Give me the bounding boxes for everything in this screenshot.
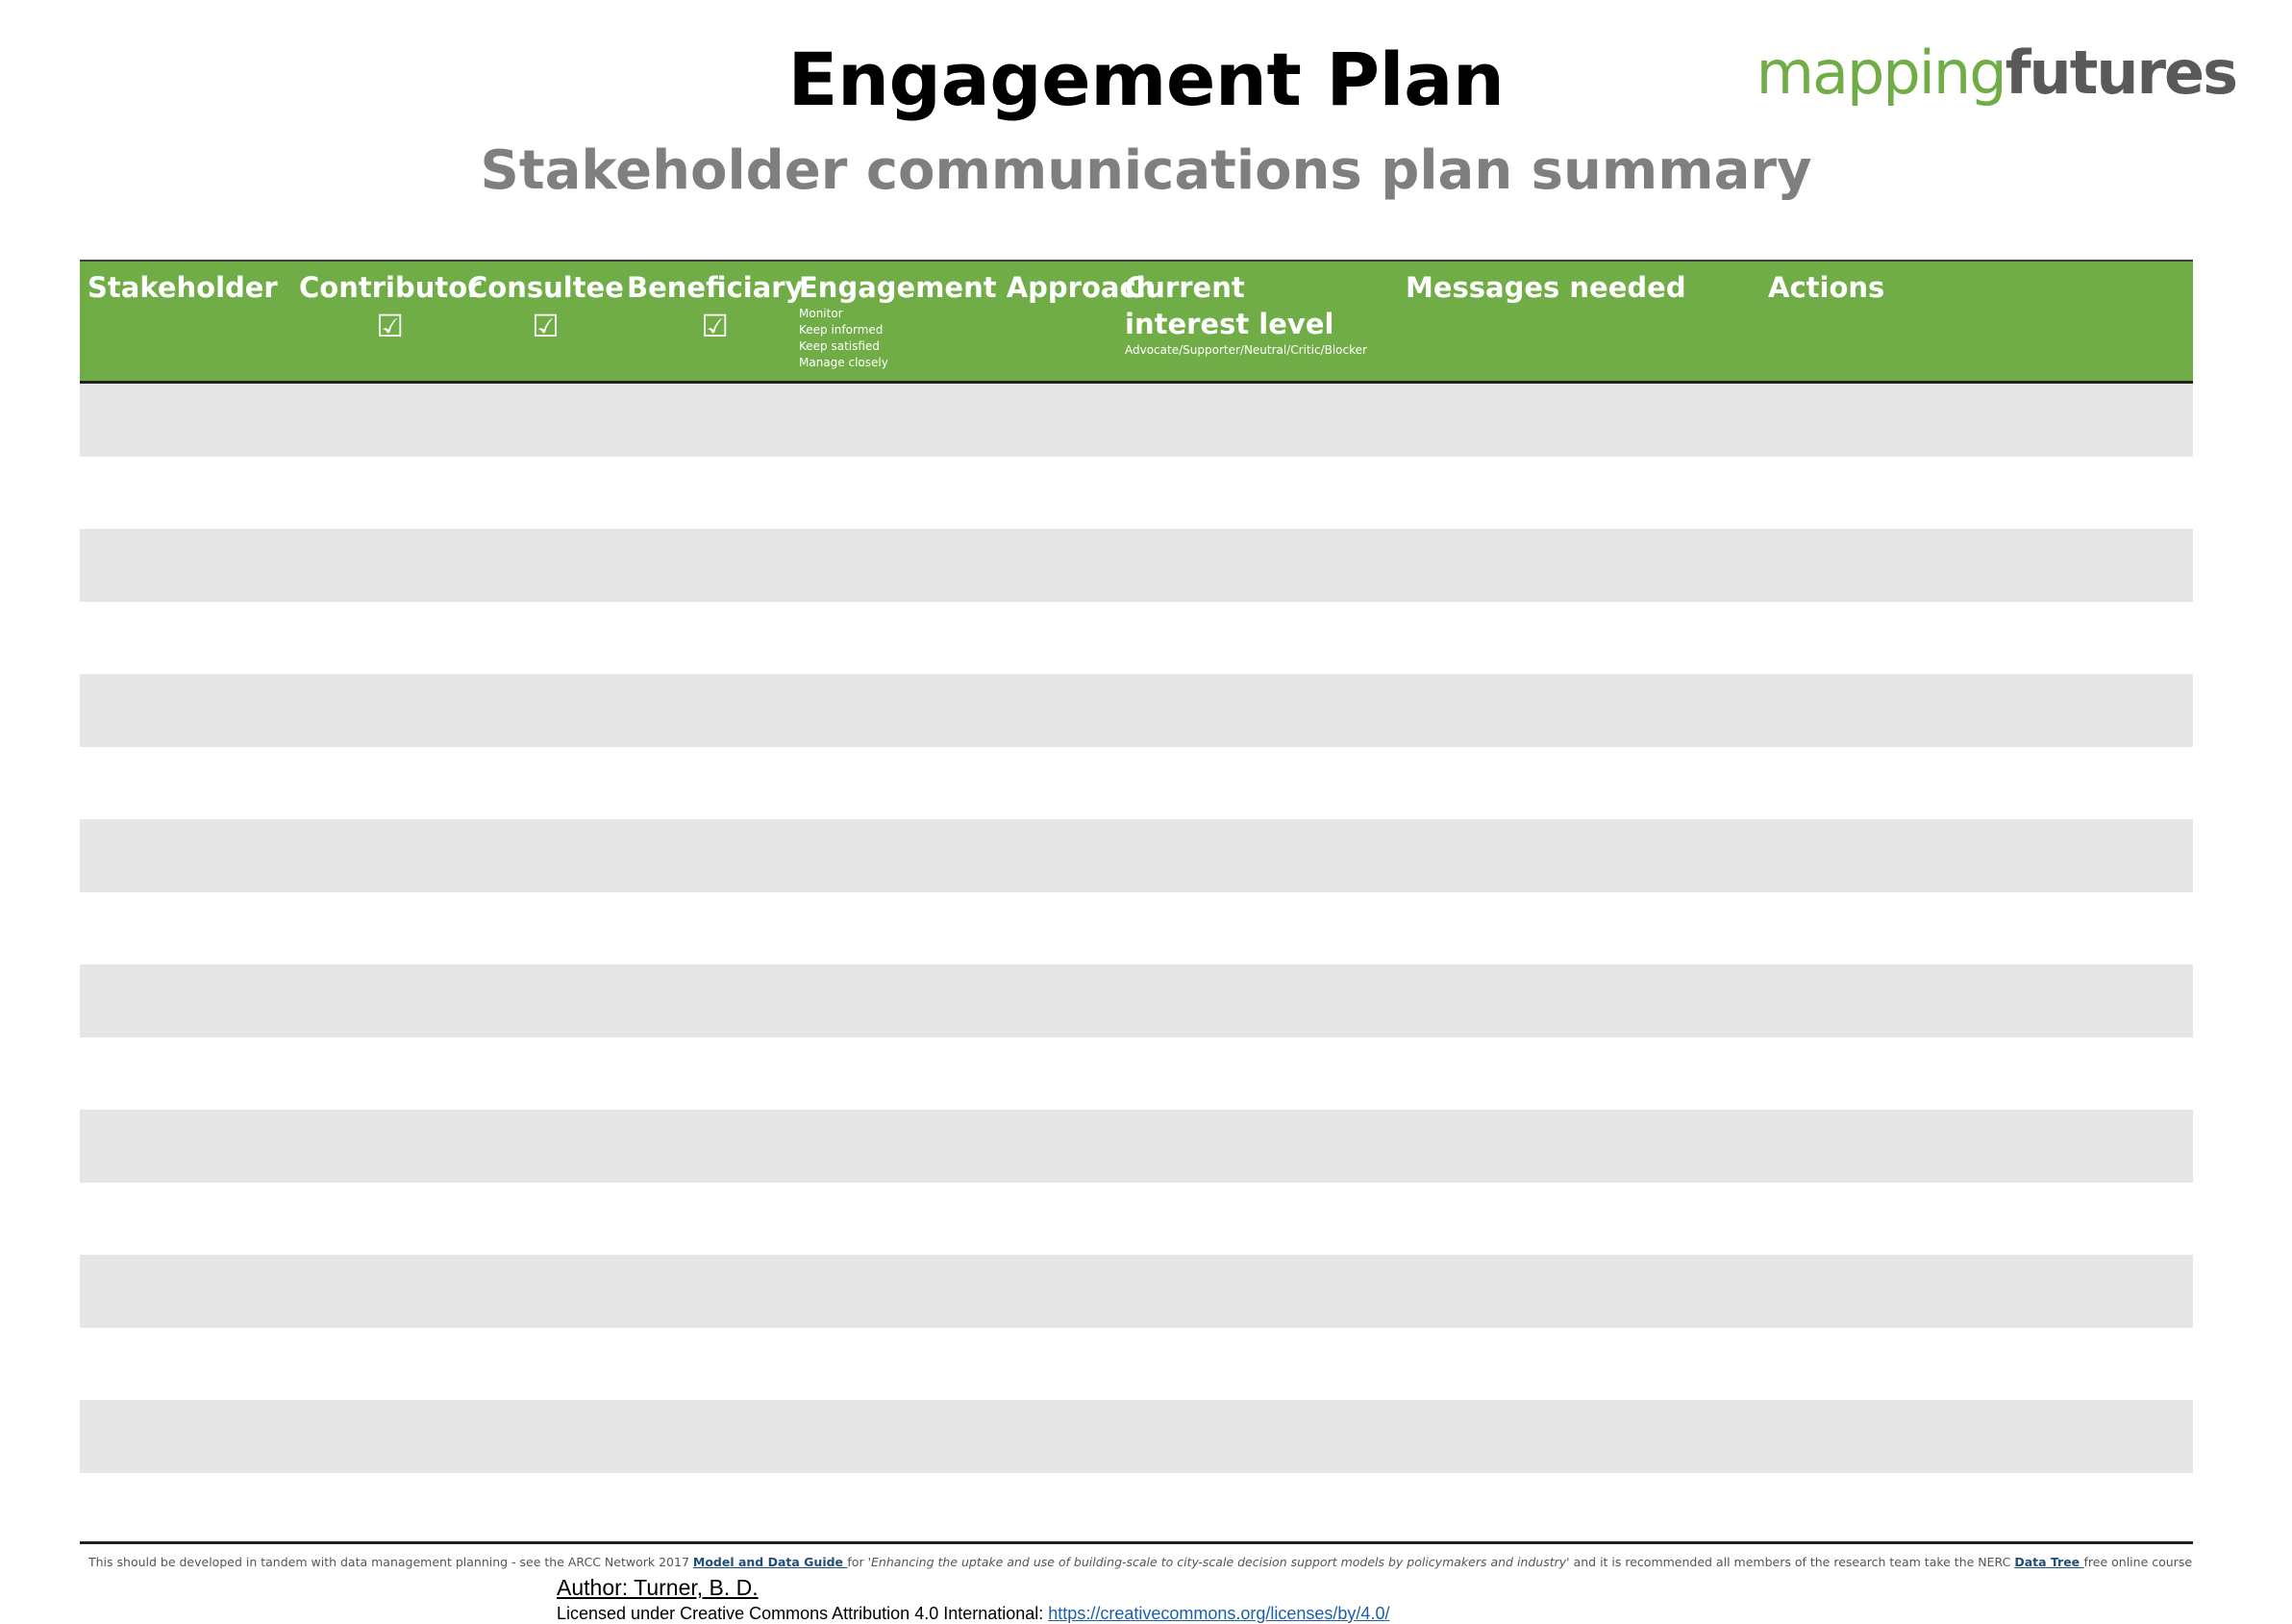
logo-text-mapping: mapping <box>1756 37 2007 108</box>
table-body <box>80 384 2193 1473</box>
data-tree-link[interactable]: Data Tree <box>2014 1555 2084 1569</box>
col-contributor-label: Contributor <box>299 271 482 304</box>
table-row[interactable] <box>80 1110 2193 1183</box>
table-row[interactable] <box>80 746 2193 819</box>
footnote-text: free online course <box>2083 1555 2193 1569</box>
table-row[interactable] <box>80 674 2193 747</box>
col-consultee: Consultee ☑ <box>467 269 624 342</box>
approach-option: Monitor <box>799 307 843 320</box>
col-consultee-label: Consultee <box>467 271 624 304</box>
col-engagement-approach-label: Engagement Approach <box>799 271 1157 304</box>
table-row[interactable] <box>80 891 2193 964</box>
mappingfutures-logo: mappingfutures <box>1756 37 2238 108</box>
col-current-interest-level-label: Current interest level <box>1125 271 1334 340</box>
interest-level-options: Advocate/Supporter/Neutral/Critic/Blocke… <box>1125 343 1367 357</box>
license-text: Licensed under Creative Commons Attribut… <box>557 1604 1049 1623</box>
col-contributor: Contributor ☑ <box>299 269 481 342</box>
footer-divider <box>80 1541 2193 1544</box>
col-messages-needed: Messages needed <box>1406 269 1686 306</box>
model-data-guide-link[interactable]: Model and Data Guide <box>692 1555 848 1569</box>
table-row[interactable] <box>80 1182 2193 1255</box>
table-row[interactable] <box>80 964 2193 1037</box>
table-header: Stakeholder Contributor ☑ Consultee ☑ Be… <box>80 260 2193 384</box>
col-beneficiary: Beneficiary ☑ <box>627 269 804 342</box>
license-line: Licensed under Creative Commons Attribut… <box>557 1604 1389 1624</box>
license-link[interactable]: https://creativecommons.org/licenses/by/… <box>1048 1604 1390 1623</box>
approach-option: Keep satisfied <box>799 339 880 353</box>
table-row[interactable] <box>80 456 2193 529</box>
engagement-table: Stakeholder Contributor ☑ Consultee ☑ Be… <box>80 260 2193 1473</box>
col-actions-label: Actions <box>1768 271 1885 304</box>
page-subtitle: Stakeholder communications plan summary <box>480 139 1812 202</box>
checkbox-icon: ☑ <box>701 308 730 344</box>
col-stakeholder-label: Stakeholder <box>87 271 278 304</box>
logo-text-futures: futures <box>2005 37 2238 108</box>
footnote-text: and it is recommended all members of the… <box>1569 1555 2015 1569</box>
col-current-interest-level: Current interest level Advocate/Supporte… <box>1125 269 1375 359</box>
footnote-title: 'Enhancing the uptake and use of buildin… <box>867 1555 1570 1569</box>
checkbox-icon: ☑ <box>532 308 560 344</box>
table-row[interactable] <box>80 601 2193 674</box>
table-row[interactable] <box>80 819 2193 892</box>
checkbox-icon: ☑ <box>376 308 405 344</box>
col-actions: Actions <box>1768 269 1884 306</box>
table-row[interactable] <box>80 384 2193 457</box>
col-stakeholder: Stakeholder <box>87 269 278 306</box>
col-beneficiary-label: Beneficiary <box>627 271 804 304</box>
table-row[interactable] <box>80 529 2193 602</box>
table-row[interactable] <box>80 1037 2193 1110</box>
table-row[interactable] <box>80 1255 2193 1328</box>
footnote-text: This should be developed in tandem with … <box>88 1555 693 1569</box>
page-title: Engagement Plan <box>787 37 1505 122</box>
footnote: This should be developed in tandem with … <box>88 1555 2192 1569</box>
author-credit: Author: Turner, B. D. <box>557 1575 759 1600</box>
approach-option: Keep informed <box>799 323 884 337</box>
approach-option: Manage closely <box>799 356 888 369</box>
col-messages-needed-label: Messages needed <box>1406 271 1686 304</box>
col-engagement-approach: Engagement Approach Monitor Keep informe… <box>799 269 1156 371</box>
footnote-text: for <box>847 1555 868 1569</box>
table-row[interactable] <box>80 1400 2193 1473</box>
table-row[interactable] <box>80 1327 2193 1400</box>
